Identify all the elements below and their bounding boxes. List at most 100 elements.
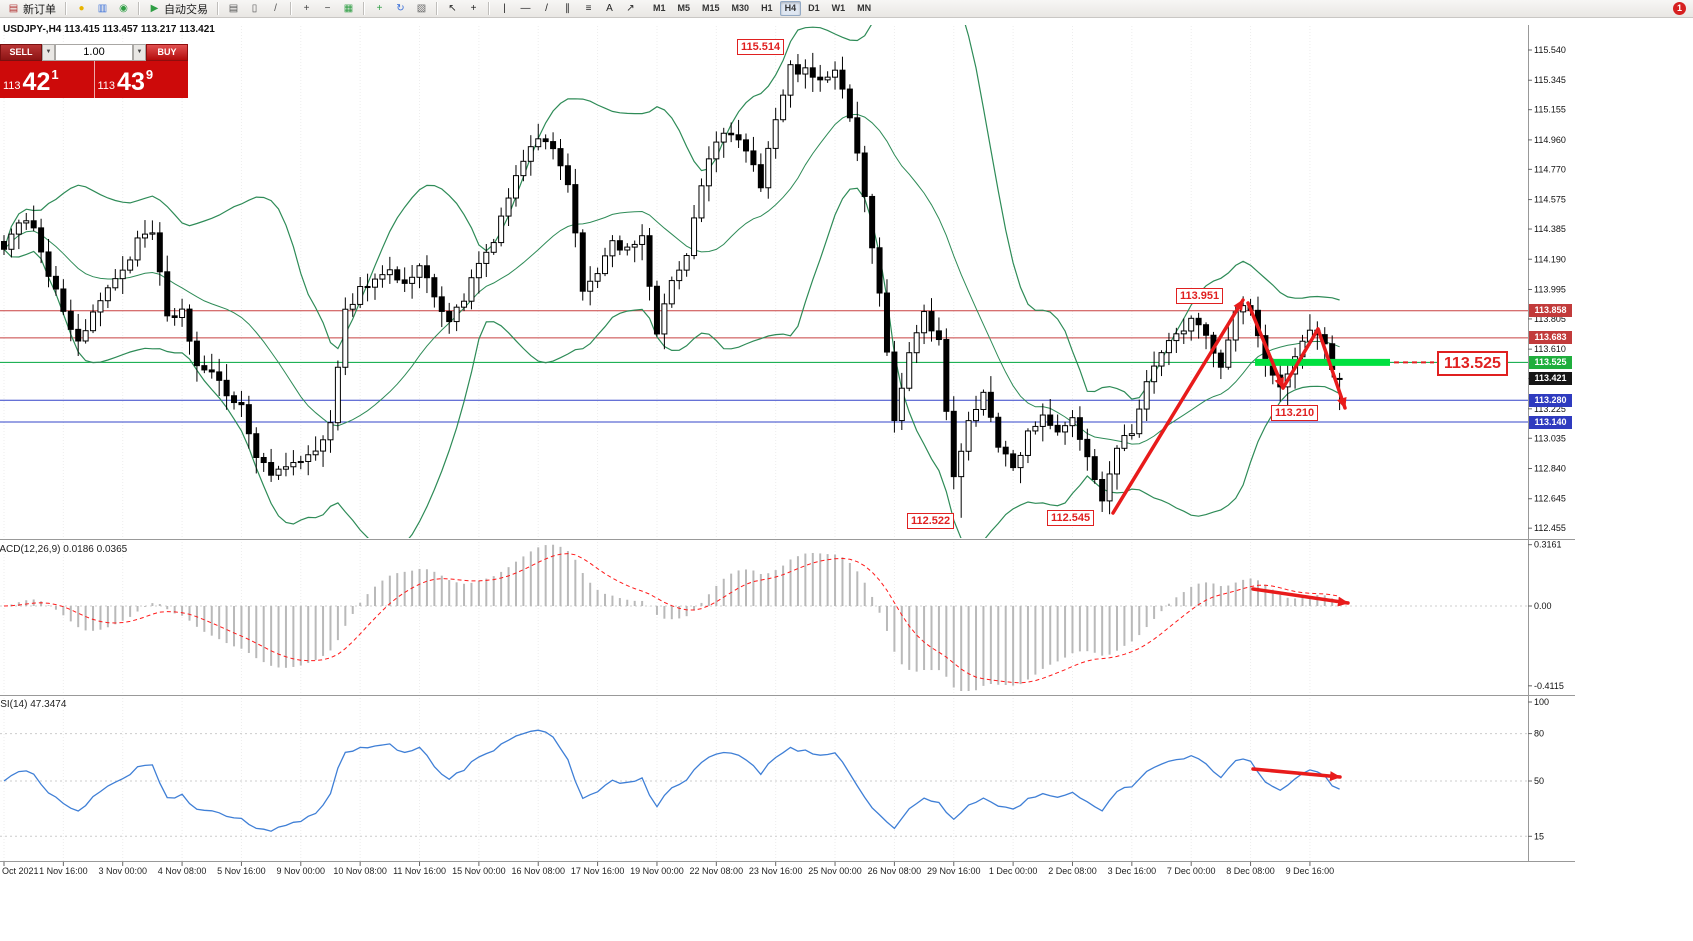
price-label-112522[interactable]: 112.522: [907, 513, 955, 529]
price-label-113951[interactable]: 113.951: [1176, 288, 1224, 304]
line-chart-icon: /: [274, 2, 277, 14]
buy-price-main: 43: [117, 68, 145, 96]
fibonacci-icon: ≡: [585, 2, 592, 14]
fibonacci-button[interactable]: ≡: [579, 0, 598, 17]
volume-options-button[interactable]: ▼: [133, 44, 146, 61]
svg-text:113.035: 113.035: [1534, 433, 1566, 443]
buy-big-figure: 113: [97, 80, 116, 92]
volume-field[interactable]: 1.00: [55, 44, 133, 61]
svg-text:113.610: 113.610: [1534, 344, 1566, 354]
price-label-112545[interactable]: 112.545: [1047, 510, 1095, 526]
sell-price-pip: 1: [51, 67, 59, 82]
time-axis: Oct 2021 1 Nov 16:00 3 Nov 00:00 4 Nov 08:0…: [2, 862, 1334, 876]
svg-text:16 Nov 08:00: 16 Nov 08:00: [511, 866, 565, 876]
timeframe-m15[interactable]: M15: [702, 3, 720, 13]
timeframe-mn[interactable]: MN: [857, 3, 872, 13]
rsi-trend-arrow[interactable]: [1251, 767, 1342, 782]
timeframe-m1[interactable]: M1: [653, 3, 666, 13]
rsi-panel: [0, 729, 1528, 837]
crosshair-button[interactable]: +: [464, 0, 483, 17]
price-axis-badge-113683: 113.683: [1529, 331, 1572, 344]
svg-text:11 Nov 16:00: 11 Nov 16:00: [393, 866, 446, 876]
sell-button[interactable]: SELL: [0, 44, 42, 61]
one-click-trading-panel: SELL ▼ 1.00 ▼ BUY 113 42 1 113 43 9: [0, 44, 188, 98]
autotrading-button[interactable]: ▶ 自动交易: [145, 0, 212, 17]
vertical-line-button[interactable]: |: [495, 0, 514, 17]
new-order-button[interactable]: ▤ 新订单: [4, 0, 60, 17]
timeframe-h4[interactable]: H4: [779, 1, 802, 16]
trend-arrow-up[interactable]: [1111, 298, 1245, 515]
buy-button[interactable]: BUY: [146, 44, 188, 61]
sell-price[interactable]: 113 42 1: [0, 61, 94, 98]
svg-text:15: 15: [1534, 831, 1544, 841]
auto-scroll-icon: ↻: [396, 2, 405, 14]
horizontal-line-button[interactable]: —: [516, 0, 535, 17]
svg-text:3 Nov 00:00: 3 Nov 00:00: [98, 866, 147, 876]
volume-decrease-button[interactable]: ▼: [42, 44, 55, 61]
autotrading-label: 自动交易: [164, 3, 208, 16]
zoom-out-button[interactable]: −: [318, 0, 337, 17]
text-button[interactable]: A: [600, 0, 619, 17]
channel-icon: ∥: [565, 2, 570, 14]
buy-price[interactable]: 113 43 9: [93, 61, 189, 98]
svg-text:10 Nov 08:00: 10 Nov 08:00: [333, 866, 387, 876]
timeframe-m30[interactable]: M30: [731, 3, 750, 13]
toolbar-separator: [65, 2, 67, 15]
auto-scroll-button[interactable]: ↻: [391, 0, 410, 17]
price-axis-badge-113525: 113.525: [1529, 356, 1572, 369]
svg-text:1 Nov 16:00: 1 Nov 16:00: [39, 866, 88, 876]
svg-text:26 Nov 08:00: 26 Nov 08:00: [868, 866, 922, 876]
data-window-button[interactable]: ▧: [412, 0, 431, 17]
svg-text:5 Nov 16:00: 5 Nov 16:00: [217, 866, 266, 876]
bar-chart-button[interactable]: ▤: [224, 0, 243, 17]
channel-button[interactable]: ∥: [558, 0, 577, 17]
pullback-arrow-2[interactable]: [1316, 327, 1347, 410]
timeframe-d1[interactable]: D1: [808, 3, 820, 13]
svg-text:8 Dec 08:00: 8 Dec 08:00: [1226, 866, 1275, 876]
bar-chart-icon: ▤: [228, 2, 239, 14]
horizontal-level-lines[interactable]: [0, 310, 1528, 423]
svg-text:113.995: 113.995: [1534, 284, 1566, 294]
svg-text:114.960: 114.960: [1534, 135, 1566, 145]
tile-windows-icon: ▦: [343, 2, 354, 14]
toolbar-separator: [217, 2, 219, 15]
crosshair-icon: +: [470, 2, 477, 14]
line-chart-button[interactable]: /: [266, 0, 285, 17]
macd-axis: 0.3161 0.00 -0.4115: [1528, 540, 1564, 691]
lightbulb-button[interactable]: ●: [72, 0, 91, 17]
price-label-113210[interactable]: 113.210: [1271, 405, 1319, 421]
market-watch-button[interactable]: ▥: [93, 0, 112, 17]
svg-text:114.385: 114.385: [1534, 224, 1566, 234]
notification-icon[interactable]: 1: [1673, 2, 1686, 15]
bounce-line[interactable]: [1281, 327, 1320, 390]
toolbar-right: 1: [1673, 2, 1690, 15]
svg-text:23 Nov 16:00: 23 Nov 16:00: [749, 866, 803, 876]
svg-text:0.3161: 0.3161: [1534, 540, 1562, 550]
svg-text:15 Nov 00:00: 15 Nov 00:00: [452, 866, 506, 876]
candle-chart-button[interactable]: ▯: [245, 0, 264, 17]
tile-windows-button[interactable]: ▦: [339, 0, 358, 17]
price-axis: 115.540 115.345 115.155 114.960 114.770 114.5…: [1528, 45, 1566, 533]
arrows-button[interactable]: ↗: [621, 0, 640, 17]
macd-trend-arrow[interactable]: [1251, 587, 1350, 607]
svg-text:1 Dec 00:00: 1 Dec 00:00: [989, 866, 1038, 876]
price-label-113525[interactable]: 113.525: [1437, 351, 1508, 376]
pullback-arrow-1[interactable]: [1246, 301, 1285, 390]
sell-price-main: 42: [22, 68, 51, 96]
zoom-in-button[interactable]: +: [297, 0, 316, 17]
svg-text:115.155: 115.155: [1534, 105, 1566, 115]
trendline-button[interactable]: /: [537, 0, 556, 17]
timeframe-h1[interactable]: H1: [761, 3, 773, 13]
cursor-button[interactable]: ↖: [443, 0, 462, 17]
timeframe-m5[interactable]: M5: [677, 3, 691, 13]
new-order-icon: ▤: [8, 2, 19, 14]
svg-text:9 Dec 16:00: 9 Dec 16:00: [1286, 866, 1335, 876]
trendline-icon: /: [545, 2, 548, 14]
timeframe-w1[interactable]: W1: [831, 3, 846, 13]
new-chart-button[interactable]: +: [370, 0, 389, 17]
zoom-in-icon: +: [303, 2, 310, 14]
sound-button[interactable]: ◉: [114, 0, 133, 17]
price-label-115514[interactable]: 115.514: [737, 39, 785, 55]
trend-arrows[interactable]: [1111, 298, 1350, 782]
